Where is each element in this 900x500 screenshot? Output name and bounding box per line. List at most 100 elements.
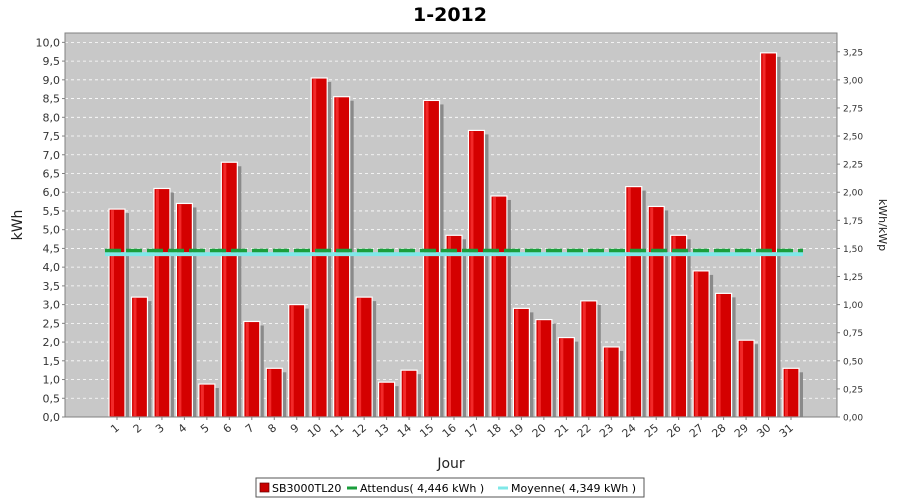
bar-highlight [200,385,204,416]
bar-highlight [245,322,249,416]
bar-highlight [695,271,699,416]
y-tick-label: 2,0 [43,336,61,349]
bar-highlight [290,305,294,416]
x-tick-label: 31 [777,421,796,440]
y-tick-label: 4,5 [43,242,61,255]
x-tick-label: 22 [575,421,594,440]
x-tick-label: 15 [417,421,436,440]
y2-tick-label: 0,50 [843,357,863,367]
x-tick-label: 28 [709,421,728,440]
bar-highlight [268,369,272,416]
bar-highlight [380,383,384,416]
x-tick-label: 18 [485,421,504,440]
x-tick-label: 6 [221,421,235,435]
bar-highlight [537,320,541,416]
bar-highlight [425,101,429,416]
legend-box [255,477,645,498]
x-axis-label: Jour [436,456,465,472]
bar-highlight [515,309,519,416]
y-tick-label: 0,0 [43,411,61,424]
x-tick-label: 30 [754,421,773,440]
y-tick-label: 7,0 [43,149,61,162]
y2-tick-label: 1,25 [843,273,863,283]
x-tick-label: 9 [288,421,302,435]
legend: SB3000TL20 Attendus( 4,446 kWh ) Moyenne… [255,477,645,498]
chart-title: 1-2012 [413,4,487,26]
y2-axis-label: kWh/kWp [876,199,889,251]
bar-highlight [627,187,631,416]
y2-tick-label: 2,75 [843,104,863,114]
y-tick-label: 5,5 [43,205,61,218]
bar-highlight [335,97,339,416]
y-axis-label: kWh [10,210,26,241]
y-tick-label: 1,0 [43,374,61,387]
x-tick-label: 12 [350,421,369,440]
x-tick-label: 2 [131,421,145,435]
y-tick-label: 6,0 [43,186,61,199]
y-tick-label: 8,0 [43,111,61,124]
y-tick-label: 0,5 [43,392,61,405]
bar-highlight [448,236,451,416]
y-axis-left: 0,0 0,5 1,0 1,5 2,0 2,5 3,0 3,5 4,0 4,5 5,0 5,5 6,0 6… [36,36,65,424]
y2-tick-label: 3,25 [843,48,863,58]
bar-highlight [582,301,586,416]
bar-highlight [785,369,788,416]
y-tick-label: 4,0 [43,261,61,274]
x-tick-label: 1 [108,421,122,435]
bar-highlight [717,294,721,416]
legend-swatch-sb3000tl20 [259,482,270,493]
legend-label-attendus: Attendus( 4,446 kWh ) [360,482,484,495]
y-tick-label: 9,5 [43,55,61,68]
bar-highlight [492,196,496,416]
bar-highlight [470,131,474,416]
bar-highlight [313,78,317,416]
y2-tick-label: 2,00 [843,189,863,199]
bar-highlight [605,347,609,416]
bar-highlight [672,236,676,416]
bar-highlight [223,163,227,416]
bar-highlight [560,338,564,416]
x-tick-label: 11 [328,421,347,440]
y-tick-label: 5,0 [43,224,61,237]
x-tick-label: 21 [552,421,571,440]
y2-tick-label: 1,50 [843,245,863,255]
bar-highlight [740,341,744,416]
bar-highlight [111,210,114,416]
x-tick-label: 8 [265,421,279,435]
y-tick-label: 3,5 [43,280,61,293]
plot-border [64,32,838,418]
y2-tick-label: 0,00 [843,414,863,424]
x-tick-label: 4 [176,421,190,435]
y2-tick-label: 0,25 [843,385,863,395]
bar-highlight [178,204,182,416]
x-tick-label: 29 [732,421,751,440]
bar-highlight [762,53,766,416]
x-tick-label: 17 [462,421,481,440]
x-tick-label: 13 [372,421,391,440]
bar-highlight [133,298,137,416]
x-tick-label: 16 [440,421,459,440]
x-tick-label: 24 [620,421,639,440]
y-tick-label: 3,0 [43,299,61,312]
x-tick-label: 3 [153,421,167,435]
x-tick-label: 23 [597,421,616,440]
reference-lines [105,248,803,257]
x-tick-label: 25 [642,421,661,440]
x-tick-label: 10 [305,421,324,440]
y2-tick-label: 3,00 [843,76,863,86]
y-tick-label: 10,0 [36,36,61,49]
y-tick-label: 7,5 [43,130,61,143]
x-tick-label: 14 [395,421,414,440]
y-axis-right: 0,00 0,25 0,50 0,75 1,00 1,25 1,50 1,75 2,00 2,25… [837,48,863,424]
bar-highlight [650,207,654,416]
y2-tick-label: 1,75 [843,217,863,227]
x-tick-label: 5 [198,421,212,435]
y-tick-label: 6,5 [43,167,61,180]
bar-highlight [403,371,407,416]
legend-label-moyenne: Moyenne( 4,349 kWh ) [511,482,636,495]
y2-tick-label: 2,25 [843,161,863,171]
y-tick-label: 1,5 [43,355,61,368]
x-tick-label: 26 [665,421,684,440]
y2-tick-label: 0,75 [843,329,863,339]
